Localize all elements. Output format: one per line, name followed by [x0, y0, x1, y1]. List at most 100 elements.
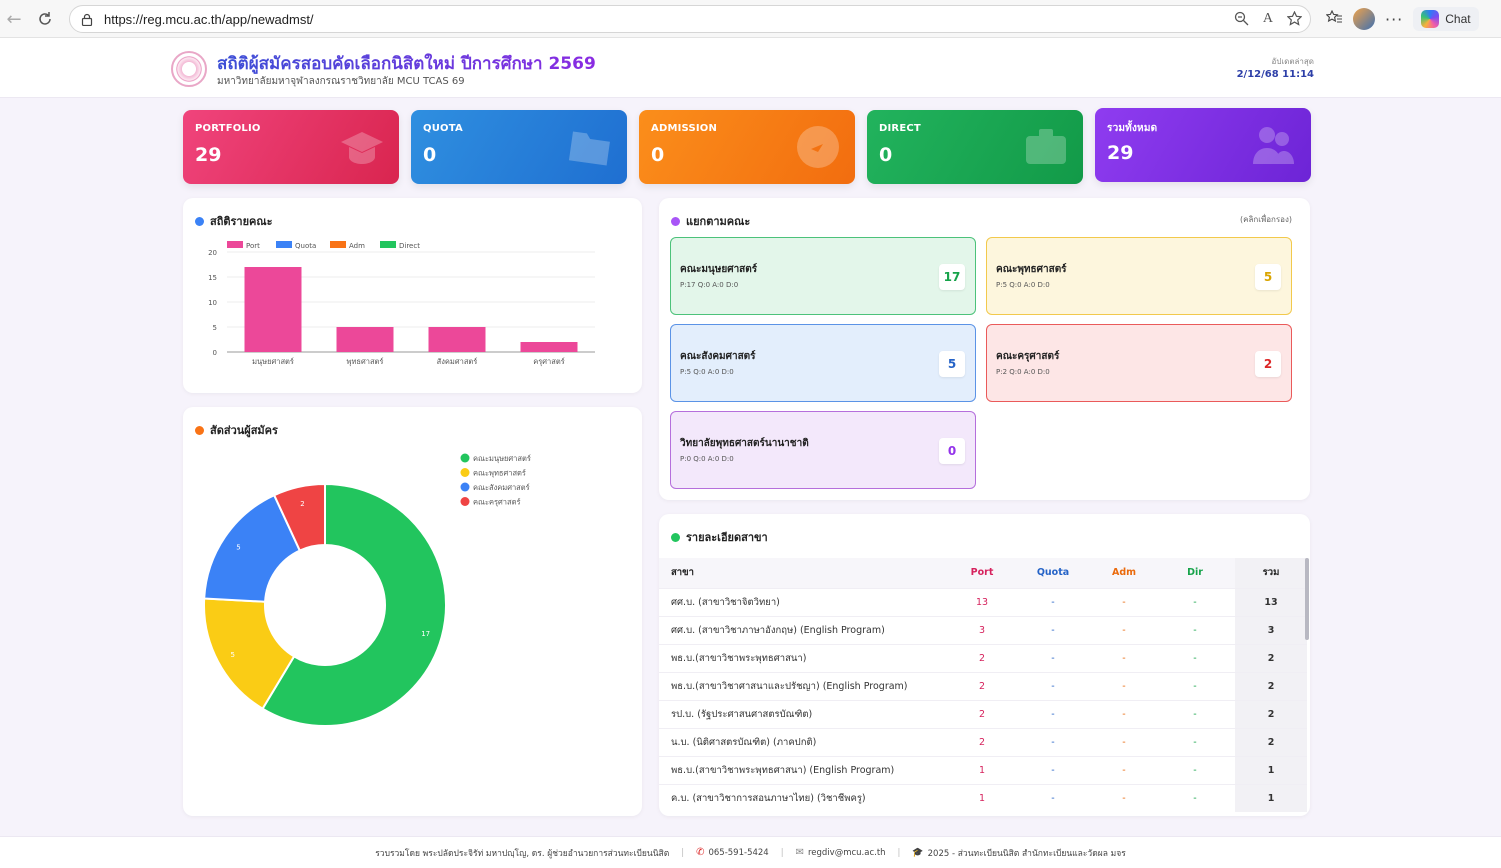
- faculty-card[interactable]: คณะสังคมศาสตร์ P:5 Q:0 A:0 D:0 5: [670, 324, 976, 402]
- bar-port[interactable]: [428, 327, 486, 352]
- faculty-card[interactable]: คณะพุทธศาสตร์ P:5 Q:0 A:0 D:0 5: [986, 237, 1292, 315]
- adm-count: -: [1093, 755, 1155, 784]
- legend-label: คณะพุทธศาสตร์: [473, 469, 526, 478]
- table-row[interactable]: พธ.บ.(สาขาวิชาพระพุทธศาสนา) (English Pro…: [659, 755, 1307, 784]
- url-text[interactable]: https://reg.mcu.ac.th/app/newadmst/: [104, 11, 314, 27]
- legend-label: คณะสังคมศาสตร์: [473, 483, 530, 492]
- legend-swatch[interactable]: [227, 241, 243, 248]
- adm-count: -: [1093, 671, 1155, 700]
- panel-header: สถิติรายคณะ: [195, 212, 273, 230]
- table-header-row: สาขา Port Quota Adm Dir รวม: [659, 558, 1307, 588]
- bar-port[interactable]: [244, 267, 302, 352]
- faculty-card[interactable]: คณะมนุษยศาสตร์ P:17 Q:0 A:0 D:0 17: [670, 237, 976, 315]
- table-row[interactable]: น.บ. (นิติศาสตรบัณฑิต) (ภาคปกติ) 2- - -2: [659, 727, 1307, 756]
- y-tick-label: 0: [213, 349, 217, 357]
- zoom-icon[interactable]: [1234, 11, 1249, 30]
- stat-label: ADMISSION: [651, 123, 718, 134]
- footer-email[interactable]: regdiv@mcu.ac.th: [807, 847, 886, 858]
- table-row[interactable]: พธ.บ.(สาขาวิชาพระพุทธศาสนา) 2- - -2: [659, 643, 1307, 672]
- favorite-star-icon[interactable]: [1286, 10, 1303, 30]
- total-count: 2: [1235, 643, 1307, 672]
- faculty-name: คณะครุศาสตร์: [996, 351, 1060, 362]
- stat-value: 29: [195, 144, 222, 166]
- legend-swatch[interactable]: [380, 241, 396, 248]
- stat-value: 0: [879, 144, 893, 166]
- graduation-cap-icon: [341, 132, 383, 164]
- program-name: ศศ.บ. (สาขาวิชาภาษาอังกฤษ) (English Prog…: [659, 615, 951, 644]
- col-header-program[interactable]: สาขา: [659, 558, 951, 588]
- profile-avatar[interactable]: [1353, 8, 1375, 30]
- footer-credit: รวบรวมโดย พระปลัดประจิรัท่ มหาปญฺโญ, ดร.…: [375, 848, 670, 859]
- faculty-name: คณะมนุษยศาสตร์: [680, 264, 758, 275]
- port-count: 3: [951, 615, 1013, 644]
- legend-swatch[interactable]: [460, 453, 470, 463]
- stat-label: QUOTA: [423, 123, 463, 134]
- legend-swatch[interactable]: [460, 482, 470, 492]
- legend-swatch[interactable]: [460, 468, 470, 477]
- stat-card-admission[interactable]: ADMISSION 0: [639, 110, 855, 184]
- col-header-quota[interactable]: Quota: [1013, 558, 1093, 588]
- favorites-icon[interactable]: [1325, 9, 1343, 29]
- footer-phone[interactable]: 065-591-5424: [708, 847, 769, 858]
- col-header-total[interactable]: รวม: [1235, 558, 1307, 588]
- col-header-port[interactable]: Port: [951, 558, 1013, 588]
- stat-label: รวมทั้งหมด: [1107, 123, 1158, 134]
- refresh-icon[interactable]: [31, 5, 59, 33]
- quota-count: -: [1013, 755, 1093, 784]
- col-header-dir[interactable]: Dir: [1155, 558, 1235, 588]
- faculty-card[interactable]: วิทยาลัยพุทธศาสตร์นานาชาติ P:0 Q:0 A:0 D:…: [670, 411, 976, 489]
- footer-email-group: ✉ regdiv@mcu.ac.th: [796, 847, 886, 858]
- dir-count: -: [1155, 587, 1235, 616]
- faculty-filter-panel: แยกตามคณะ (คลิกเพื่อกรอง) คณะมนุษยศาสตร์…: [659, 198, 1310, 500]
- port-count: 1: [951, 783, 1013, 812]
- col-header-adm[interactable]: Adm: [1093, 558, 1155, 588]
- bar-port[interactable]: [520, 342, 578, 352]
- read-aloud-icon[interactable]: A: [1262, 11, 1273, 26]
- page-subtitle: มหาวิทยาลัยมหาจุฬาลงกรณราชวิทยาลัย MCU T…: [217, 76, 465, 87]
- stat-card-portfolio[interactable]: PORTFOLIO 29: [183, 110, 399, 184]
- legend-label: Direct: [399, 242, 420, 250]
- x-tick-label: ครุศาสตร์: [533, 357, 565, 366]
- faculty-breakdown: P:17 Q:0 A:0 D:0: [680, 281, 739, 289]
- faculty-breakdown: P:5 Q:0 A:0 D:0: [996, 281, 1050, 289]
- port-count: 2: [951, 727, 1013, 756]
- copilot-icon: [1421, 10, 1440, 28]
- legend-swatch[interactable]: [330, 241, 346, 248]
- table-row[interactable]: ศศ.บ. (สาขาวิชาจิตวิทยา) 13- - -13: [659, 587, 1307, 616]
- bar-port[interactable]: [336, 327, 394, 352]
- footer-phone-group: ✆ 065-591-5424: [696, 847, 769, 858]
- panel-header: สัดส่วนผู้สมัคร: [195, 421, 278, 439]
- slice-value-label: 5: [230, 651, 234, 659]
- legend-swatch[interactable]: [460, 497, 470, 506]
- adm-count: -: [1093, 699, 1155, 728]
- legend-label: คณะมนุษยศาสตร์: [473, 454, 531, 463]
- legend-swatch[interactable]: [276, 241, 292, 248]
- table-scrollbar[interactable]: [1305, 558, 1309, 640]
- copilot-chat-button[interactable]: Chat: [1413, 7, 1479, 31]
- table-row[interactable]: พธ.บ.(สาขาวิชาศาสนาและปรัชญา) (English P…: [659, 671, 1307, 700]
- total-count: 1: [1235, 755, 1307, 784]
- page-title: สถิติผู้สมัครสอบคัดเลือกนิสิตใหม่ ปีการศ…: [217, 50, 596, 77]
- faculty-card[interactable]: คณะครุศาสตร์ P:2 Q:0 A:0 D:0 2: [986, 324, 1292, 402]
- table-row[interactable]: ศศ.บ. (สาขาวิชาภาษาอังกฤษ) (English Prog…: [659, 615, 1307, 644]
- address-bar[interactable]: https://reg.mcu.ac.th/app/newadmst/ A: [69, 5, 1311, 33]
- donut-slice[interactable]: [261, 482, 447, 727]
- back-arrow-icon[interactable]: ←: [6, 8, 22, 30]
- faculty-breakdown: P:5 Q:0 A:0 D:0: [680, 368, 734, 376]
- table-row[interactable]: ค.บ. (สาขาวิชาการสอนภาษาไทย) (วิชาชีพครู…: [659, 783, 1307, 812]
- quota-count: -: [1013, 587, 1093, 616]
- legend-label: Port: [246, 242, 260, 250]
- slice-value-label: 5: [236, 543, 240, 551]
- dir-count: -: [1155, 727, 1235, 756]
- quota-count: -: [1013, 783, 1093, 812]
- faculty-count: 0: [939, 438, 965, 464]
- stat-card-quota[interactable]: QUOTA 0: [411, 110, 627, 184]
- donut-slice[interactable]: [272, 482, 326, 552]
- more-options-icon[interactable]: ···: [1385, 9, 1404, 29]
- table-row[interactable]: รป.บ. (รัฐประศาสนศาสตรบัณฑิต) 2- - -2: [659, 699, 1307, 728]
- total-count: 13: [1235, 587, 1307, 616]
- stat-card-direct[interactable]: DIRECT 0: [867, 110, 1083, 184]
- stat-value: 29: [1107, 142, 1134, 164]
- stat-card-total[interactable]: รวมทั้งหมด 29: [1095, 108, 1311, 182]
- stat-label: PORTFOLIO: [195, 123, 261, 134]
